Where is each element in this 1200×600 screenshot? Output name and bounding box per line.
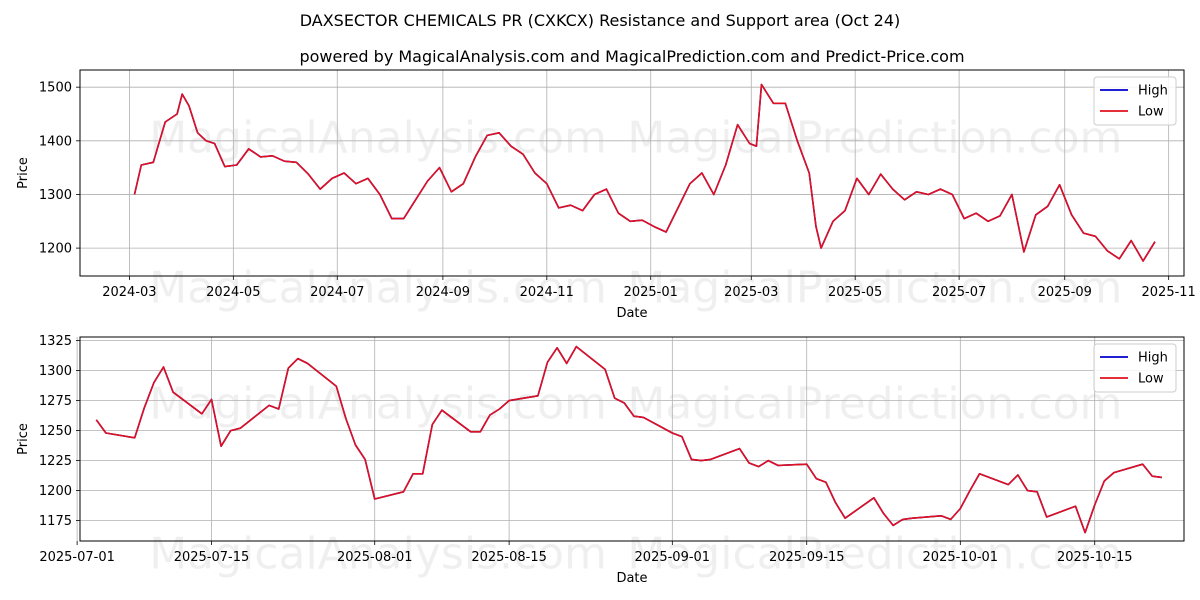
series-line-high <box>95 345 1162 534</box>
x-tick-label: 2024-07 <box>310 285 364 300</box>
watermark: MagicalPrediction.com <box>627 379 1122 430</box>
y-axis-label: Price <box>16 157 31 189</box>
plot-frame <box>79 336 1185 542</box>
x-tick-label: 2025-10-01 <box>923 550 999 565</box>
x-tick-label: 2024-03 <box>102 285 156 300</box>
x-tick-label: 2025-07-15 <box>174 550 250 565</box>
x-tick-label: 2025-09-01 <box>635 550 711 565</box>
y-tick-label: 1400 <box>39 134 72 149</box>
y-tick-label: 1300 <box>39 188 72 203</box>
watermark: MagicalPrediction.com <box>627 262 1122 313</box>
y-tick-label: 1200 <box>39 242 72 257</box>
legend-box <box>1093 76 1177 126</box>
y-tick-label: 1300 <box>39 364 72 379</box>
watermark: MagicalPrediction.com <box>627 112 1122 163</box>
x-tick-label: 2025-10-15 <box>1057 550 1133 565</box>
y-tick-label: 1250 <box>39 424 72 439</box>
x-tick-label: 2024-11 <box>520 285 574 300</box>
legend-box <box>1093 343 1177 393</box>
series-line-high <box>133 83 1156 262</box>
y-tick-label: 1500 <box>39 81 72 96</box>
watermark: MagicalAnalysis.com <box>149 262 607 313</box>
chart-subtitle: powered by MagicalAnalysis.com and Magic… <box>299 47 964 66</box>
x-axis-label: Date <box>616 571 647 586</box>
legend-label-high: High <box>1138 351 1168 366</box>
x-tick-label: 2025-08-15 <box>471 550 547 565</box>
legend: High Low <box>1093 76 1177 126</box>
x-tick-label: 2025-08-01 <box>337 550 413 565</box>
x-tick-label: 2025-07-01 <box>39 550 115 565</box>
y-tick-label: 1325 <box>39 334 72 349</box>
x-tick-label: 2025-09 <box>1038 285 1092 300</box>
legend-label-low: Low <box>1138 372 1164 387</box>
legend-label-low: Low <box>1138 105 1164 120</box>
chart-panel-1: MagicalAnalysis.com MagicalAnalysis.com Ma… <box>16 69 1196 321</box>
watermark: MagicalPrediction.com <box>627 529 1122 580</box>
y-tick-label: 1175 <box>39 514 72 529</box>
watermark: MagicalAnalysis.com <box>149 112 607 163</box>
y-axis-label: Price <box>16 423 31 455</box>
legend-label-high: High <box>1138 84 1168 99</box>
x-tick-label: 2025-03 <box>724 285 778 300</box>
x-axis-label: Date <box>616 306 647 321</box>
watermark: MagicalAnalysis.com <box>149 529 607 580</box>
x-tick-label: 2025-01 <box>624 285 678 300</box>
x-tick-label: 2025-11 <box>1142 285 1196 300</box>
plot-frame <box>79 69 1185 277</box>
series-line-low <box>133 83 1156 262</box>
y-tick-label: 1200 <box>39 484 72 499</box>
x-tick-label: 2024-05 <box>206 285 260 300</box>
x-tick-label: 2025-05 <box>828 285 882 300</box>
chart-panel-2: MagicalAnalysis.com MagicalAnalysis.com Ma… <box>16 334 1185 586</box>
y-tick-label: 1275 <box>39 394 72 409</box>
x-tick-label: 2025-09-15 <box>769 550 845 565</box>
legend: High Low <box>1093 343 1177 393</box>
watermark: MagicalAnalysis.com <box>149 379 607 430</box>
y-tick-label: 1225 <box>39 454 72 469</box>
series-line-low <box>95 345 1162 534</box>
x-tick-label: 2025-07 <box>932 285 986 300</box>
chart-title: DAXSECTOR CHEMICALS PR (CXKCX) Resistanc… <box>300 11 901 30</box>
x-tick-label: 2024-09 <box>416 285 470 300</box>
